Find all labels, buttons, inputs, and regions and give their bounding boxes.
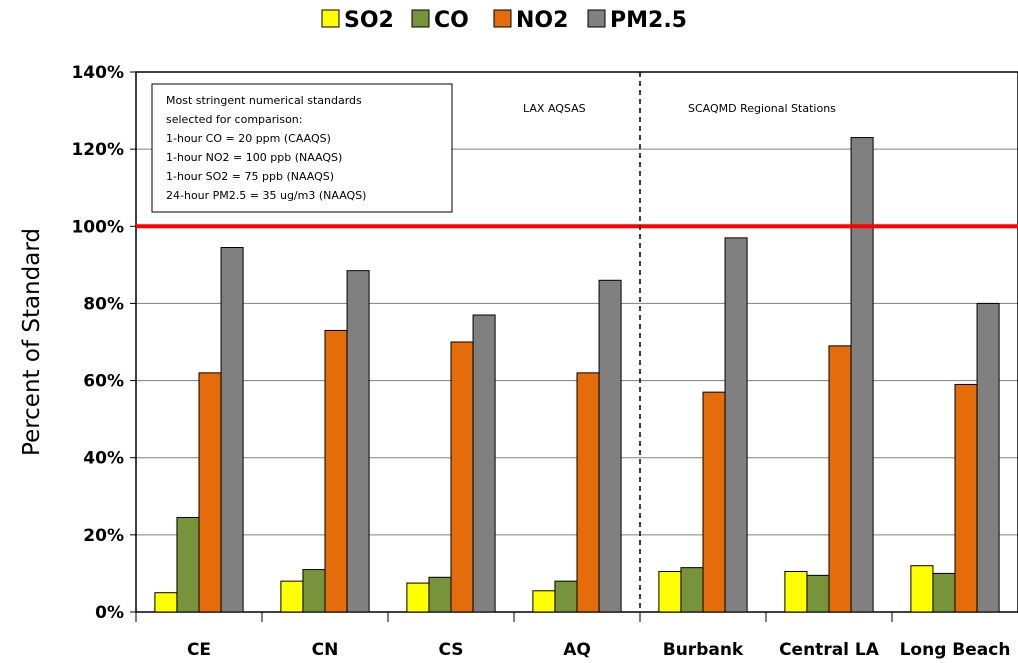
bar-no2-burbank	[702, 391, 726, 613]
region-label-lax: LAX AQSAS	[523, 102, 586, 115]
axes: 0% 20% 40% 60% 80% 100% 120% 140% CE CN CS AQ Burban…	[71, 63, 1010, 660]
standards-note-line: 1-hour SO2 = 75 ppb (NAAQS)	[166, 170, 334, 183]
legend-label: PM2.5	[610, 8, 687, 33]
bar-so2-burbank	[658, 571, 682, 613]
standards-note-line: selected for comparison:	[166, 113, 303, 126]
bar-pm25-aq	[598, 279, 622, 613]
region-label-scaqmd: SCAQMD Regional Stations	[688, 102, 836, 115]
bar-no2-cs	[450, 341, 474, 613]
x-tick-label: Central LA	[779, 640, 880, 660]
y-tick-label: 20%	[83, 526, 124, 546]
bar-co-central-la	[806, 574, 830, 613]
legend-swatch-co	[411, 9, 430, 28]
standards-note-box	[151, 83, 453, 213]
y-axis-label: Percent of Standard	[19, 228, 45, 456]
bar-co-aq	[554, 580, 578, 613]
bar-no2-cn	[324, 329, 348, 613]
bar-co-burbank	[680, 567, 704, 613]
y-tick-label: 120%	[71, 140, 124, 160]
bar-pm25-long-beach	[976, 302, 1000, 613]
bar-pm25-ce	[220, 247, 244, 613]
bar-pm25-cn	[346, 270, 370, 613]
standards-note-line: Most stringent numerical standards	[166, 94, 362, 107]
bar-no2-aq	[576, 372, 600, 613]
bar-pm25-central-la	[850, 137, 874, 613]
bar-co-long-beach	[932, 572, 956, 613]
bar-so2-ce	[154, 592, 178, 613]
bar-co-ce	[176, 517, 200, 613]
legend-label: CO	[434, 8, 469, 33]
legend: SO2 CO NO2 PM2.5	[321, 8, 687, 33]
x-tick-label: CS	[438, 640, 463, 660]
x-tick-label: CE	[187, 640, 211, 660]
legend-swatch-pm25	[587, 9, 606, 28]
bar-so2-cn	[280, 580, 304, 613]
bar-so2-long-beach	[910, 565, 934, 613]
bar-pm25-cs	[472, 314, 496, 613]
standards-note: Most stringent numerical standards select…	[151, 83, 453, 213]
y-tick-label: 80%	[83, 294, 124, 314]
bar-so2-central-la	[784, 571, 808, 613]
bar-no2-long-beach	[954, 383, 978, 613]
bar-no2-central-la	[828, 345, 852, 613]
bar-so2-cs	[406, 582, 430, 613]
bar-co-cn	[302, 569, 326, 613]
legend-swatch-no2	[493, 9, 512, 28]
legend-swatch-so2	[321, 9, 340, 28]
bar-co-cs	[428, 576, 452, 613]
x-tick-label: Long Beach	[900, 640, 1011, 660]
y-tick-label: 60%	[83, 372, 124, 392]
bar-so2-aq	[532, 590, 556, 613]
bar-pm25-burbank	[724, 237, 748, 613]
x-tick-label: CN	[312, 640, 339, 660]
x-tick-label: Burbank	[663, 640, 744, 660]
x-tick-label: AQ	[563, 640, 591, 660]
standards-note-line: 1-hour CO = 20 ppm (CAAQS)	[166, 132, 331, 145]
bars	[154, 137, 1000, 613]
y-tick-label: 0%	[95, 603, 124, 623]
y-tick-label: 40%	[83, 449, 124, 469]
y-tick-label: 140%	[71, 63, 124, 83]
legend-label: NO2	[516, 8, 568, 33]
y-tick-label: 100%	[71, 217, 124, 237]
standards-note-line: 24-hour PM2.5 = 35 ug/m3 (NAAQS)	[166, 189, 366, 202]
bar-no2-ce	[198, 372, 222, 613]
standards-note-line: 1-hour NO2 = 100 ppb (NAAQS)	[166, 151, 342, 164]
legend-label: SO2	[344, 8, 394, 33]
